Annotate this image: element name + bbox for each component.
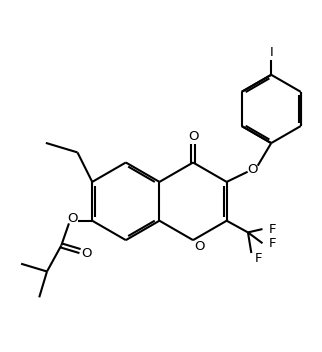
Text: O: O — [188, 130, 198, 143]
Text: O: O — [81, 247, 91, 260]
Text: O: O — [247, 163, 258, 176]
Text: F: F — [269, 222, 277, 235]
Text: O: O — [194, 240, 204, 253]
Text: O: O — [68, 212, 78, 225]
Text: I: I — [269, 46, 273, 59]
Text: F: F — [255, 252, 262, 265]
Text: F: F — [269, 237, 277, 250]
